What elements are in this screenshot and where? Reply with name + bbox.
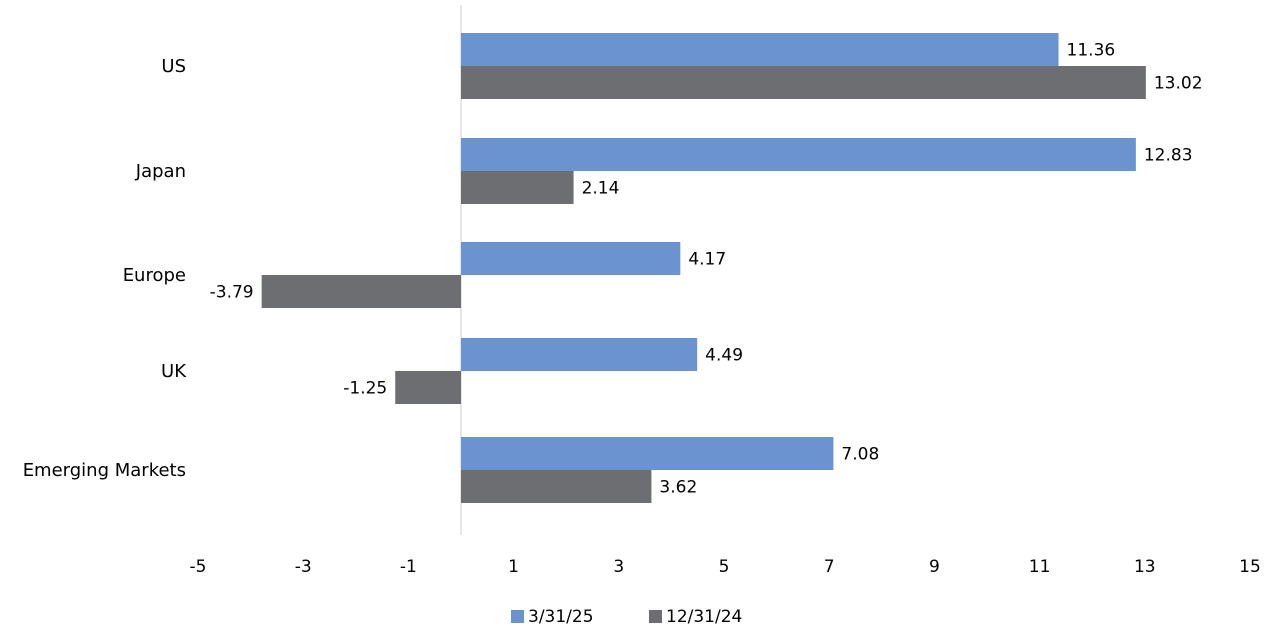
- x-tick-label: 13: [1134, 557, 1156, 577]
- data-label: -3.79: [210, 283, 254, 303]
- data-label: 7.08: [841, 445, 879, 465]
- x-tick-label: -1: [400, 557, 417, 577]
- data-label: -1.25: [343, 379, 387, 399]
- category-label: Europe: [123, 265, 186, 286]
- x-tick-label: 5: [719, 557, 730, 577]
- bar-series2: [395, 371, 461, 404]
- data-label: 4.49: [705, 346, 743, 366]
- data-label: 4.17: [688, 250, 726, 270]
- x-tick-label: -5: [190, 557, 207, 577]
- bar-series1: [461, 338, 698, 371]
- category-label: Emerging Markets: [23, 460, 186, 481]
- data-label: 3.62: [659, 478, 697, 498]
- data-label: 2.14: [582, 179, 620, 199]
- data-label: 11.36: [1067, 41, 1116, 61]
- data-label: 12.83: [1144, 146, 1193, 166]
- bar-series2: [261, 275, 461, 308]
- category-label: Japan: [135, 161, 186, 182]
- x-tick-label: 3: [613, 557, 624, 577]
- x-tick-label: 11: [1029, 557, 1051, 577]
- category-label: UK: [161, 361, 187, 382]
- bar-series2: [461, 66, 1146, 99]
- bar-series1: [461, 33, 1059, 66]
- x-tick-label: 1: [508, 557, 519, 577]
- category-label: US: [161, 56, 186, 77]
- bar-series1: [461, 138, 1136, 171]
- bar-series1: [461, 437, 834, 470]
- x-tick-label: 7: [824, 557, 835, 577]
- legend-label: 12/31/24: [666, 607, 742, 627]
- x-tick-label: 9: [929, 557, 940, 577]
- x-tick-label: 15: [1239, 557, 1261, 577]
- legend-label: 3/31/25: [528, 607, 594, 627]
- x-tick-label: -3: [295, 557, 312, 577]
- data-label: 13.02: [1154, 74, 1203, 94]
- bar-series2: [461, 171, 574, 204]
- bar-series2: [461, 470, 652, 503]
- bar-series1: [461, 242, 681, 275]
- legend-swatch: [649, 610, 662, 623]
- legend-swatch: [511, 610, 524, 623]
